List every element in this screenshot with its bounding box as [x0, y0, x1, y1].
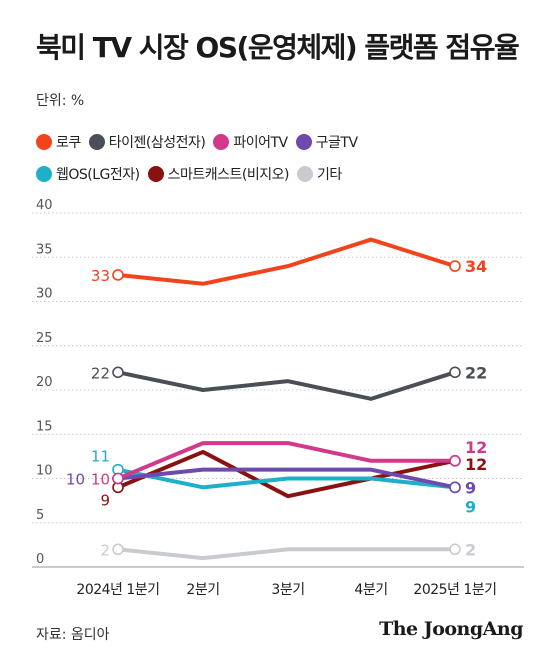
legend-swatch-firetv — [213, 134, 230, 150]
end-label-3: 9 — [465, 478, 476, 497]
legend-item-webos: 웹OS(LG전자) — [36, 164, 140, 184]
y-tick-label: 0 — [36, 552, 44, 567]
legend-row-2: 웹OS(LG전자) 스마트캐스트(비지오) 기타 — [36, 158, 536, 190]
end-label-0: 34 — [465, 257, 487, 276]
y-tick-label: 20 — [36, 375, 53, 390]
legend-swatch-tizen — [88, 134, 105, 150]
legend-swatch-webos — [36, 166, 52, 182]
y-tick-label: 25 — [36, 331, 53, 346]
x-tick-label: 2024년 1분기 — [76, 582, 159, 598]
series-line-5 — [116, 449, 457, 499]
brand-logo: The JoongAng — [379, 618, 523, 640]
end-label-2: 12 — [465, 438, 487, 457]
y-tick-label: 40 — [36, 198, 53, 213]
series-line-4 — [116, 467, 457, 490]
y-tick-label: 30 — [36, 287, 53, 302]
end-label-4: 9 — [465, 497, 476, 516]
legend-label-webos: 웹OS(LG전자) — [56, 167, 140, 183]
legend-swatch-roku — [36, 134, 52, 150]
legend-item-smartcast: 스마트캐스트(비지오) — [147, 164, 290, 184]
x-tick-label: 4분기 — [354, 582, 387, 598]
legend-label-smartcast: 스마트캐스트(비지오) — [167, 167, 290, 183]
series-line-0 — [116, 237, 457, 286]
start-label-0: 33 — [91, 267, 110, 285]
start-label-6: 2 — [100, 541, 110, 559]
x-tick-label: 2분기 — [186, 582, 219, 598]
page-title: 북미 TV 시장 OS(운영체제) 플랫폼 점유율 — [36, 31, 520, 64]
end-label-5: 12 — [465, 455, 487, 474]
x-tick-label: 3분기 — [271, 582, 304, 598]
end-label-1: 22 — [465, 363, 487, 382]
start-label-4: 11 — [91, 448, 110, 466]
start-label-3: 10 — [66, 471, 85, 489]
start-label-2: 10 — [91, 471, 110, 489]
y-tick-label: 5 — [36, 508, 44, 523]
legend-label-other: 기타 — [316, 167, 342, 183]
legend-item-googletv: 구글TV — [295, 132, 358, 152]
y-tick-label: 10 — [36, 464, 53, 479]
series-marker-2 — [449, 454, 461, 467]
legend-swatch-other — [296, 166, 313, 182]
series-marker-1 — [112, 366, 124, 379]
series-marker-2 — [112, 472, 124, 485]
y-tick-label: 15 — [36, 419, 53, 434]
legend-item-tizen: 타이젠(삼성전자) — [88, 132, 206, 152]
end-label-6: 2 — [465, 540, 476, 559]
unit-label: 단위: % — [36, 93, 85, 109]
legend-label-googletv: 구글TV — [315, 135, 358, 151]
series-line-3 — [116, 467, 457, 490]
legend-item-firetv: 파이어TV — [213, 132, 288, 152]
y-tick-label: 35 — [36, 242, 53, 257]
legend-label-tizen: 타이젠(삼성전자) — [108, 135, 206, 151]
series-marker-0 — [112, 269, 124, 281]
legend-label-roku: 로쿠 — [56, 135, 81, 151]
legend: 로쿠 타이젠(삼성전자) 파이어TV 구글TV 웹OS(LG전자) 스마트캐스트… — [36, 126, 536, 190]
start-label-5: 9 — [100, 491, 110, 509]
series-line-2 — [116, 441, 457, 481]
legend-item-roku: 로쿠 — [36, 132, 81, 152]
legend-label-firetv: 파이어TV — [233, 135, 288, 151]
series-marker-3 — [449, 481, 461, 494]
series-line-1 — [116, 370, 457, 401]
series-line-6 — [116, 547, 457, 561]
legend-row-1: 로쿠 타이젠(삼성전자) 파이어TV 구글TV — [36, 126, 536, 158]
start-label-1: 22 — [91, 364, 110, 382]
legend-swatch-googletv — [295, 134, 312, 150]
series-marker-6 — [112, 543, 124, 556]
series-marker-6 — [449, 543, 461, 556]
source-note: 자료: 옴디아 — [36, 627, 110, 643]
legend-item-other: 기타 — [296, 164, 342, 184]
x-tick-label: 2025년 1분기 — [413, 582, 496, 598]
legend-swatch-smartcast — [147, 166, 164, 182]
series-marker-0 — [449, 260, 461, 272]
series-marker-1 — [449, 366, 461, 379]
